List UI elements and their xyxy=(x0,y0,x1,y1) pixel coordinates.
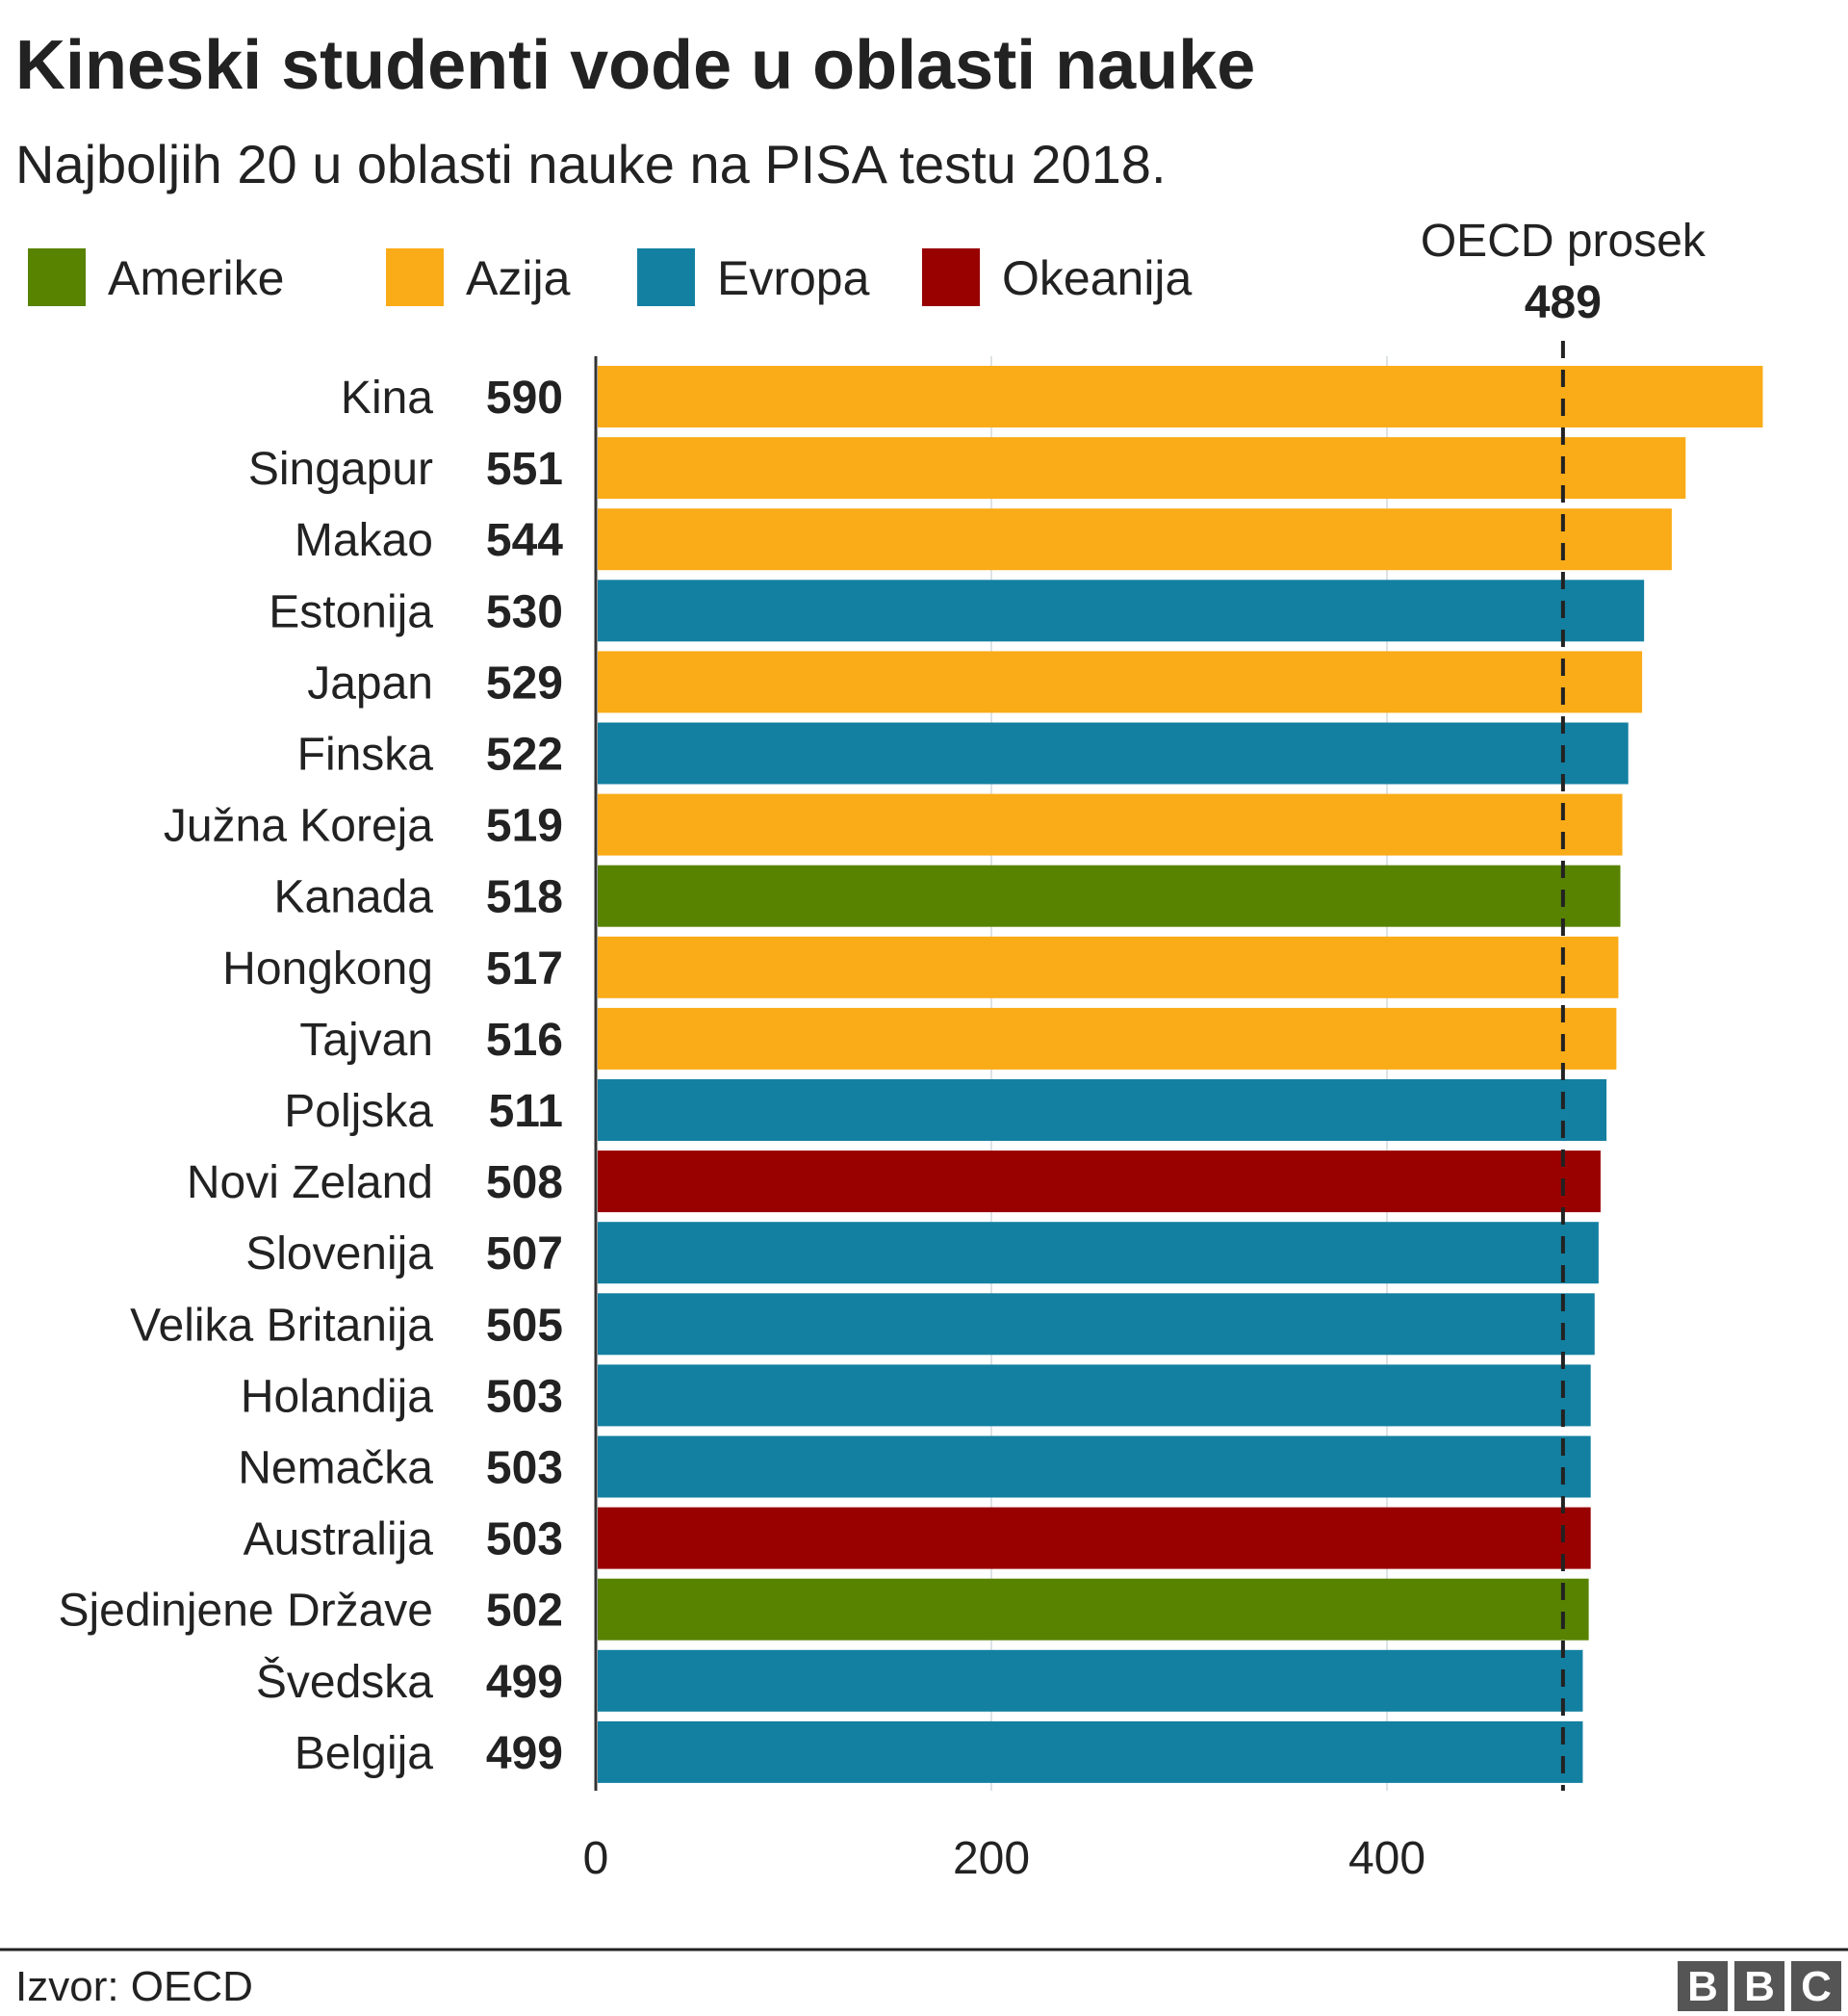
category-label: Singapur xyxy=(248,444,433,495)
chart-subtitle: Najboljih 20 u oblasti nauke na PISA tes… xyxy=(15,134,1167,194)
legend-swatch-amerike xyxy=(28,248,86,306)
value-label: 590 xyxy=(486,373,563,424)
bar xyxy=(598,1150,1601,1213)
category-label: Holandija xyxy=(241,1371,433,1422)
x-tick-label: 400 xyxy=(1348,1833,1425,1884)
category-label: Finska xyxy=(297,730,434,781)
legend-label: Azija xyxy=(466,251,571,305)
category-label: Belgija xyxy=(295,1728,433,1779)
legend: Amerike Azija Evropa Okeanija xyxy=(28,248,1193,306)
value-label: 507 xyxy=(486,1228,563,1279)
logo-letter: C xyxy=(1801,1963,1832,2010)
value-label: 505 xyxy=(486,1300,563,1351)
category-label: Švedska xyxy=(256,1656,433,1708)
category-label: Hongkong xyxy=(222,943,433,995)
bars xyxy=(598,366,1763,1783)
value-label: 519 xyxy=(486,801,563,852)
chart-title: Kineski studenti vode u oblasti nauke xyxy=(15,27,1255,104)
bar xyxy=(598,508,1672,571)
logo-block xyxy=(1734,1961,1784,2011)
bar xyxy=(598,651,1643,713)
legend-label: Amerike xyxy=(108,251,284,305)
value-label: 508 xyxy=(486,1157,563,1208)
category-label: Australija xyxy=(244,1514,434,1565)
value-label: 502 xyxy=(486,1586,563,1637)
value-label: 551 xyxy=(486,444,563,495)
bar xyxy=(598,1720,1583,1783)
category-label: Kanada xyxy=(274,872,434,923)
bar xyxy=(598,580,1645,642)
category-label: Kina xyxy=(341,373,433,424)
bar xyxy=(598,1364,1591,1427)
category-label: Poljska xyxy=(284,1086,433,1137)
category-label: Velika Britanija xyxy=(130,1300,433,1351)
bar xyxy=(598,1079,1607,1141)
bar xyxy=(598,936,1619,998)
value-label: 499 xyxy=(486,1728,563,1779)
value-label: 503 xyxy=(486,1443,563,1494)
category-label: Sjedinjene Države xyxy=(58,1586,433,1637)
bar xyxy=(598,366,1763,427)
category-label: Makao xyxy=(295,515,433,566)
value-label: 499 xyxy=(486,1657,563,1708)
oecd-average-line: OECD prosek 489 xyxy=(1421,216,1707,1791)
bar xyxy=(598,1293,1595,1356)
legend-label: Evropa xyxy=(717,251,870,305)
logo-block xyxy=(1791,1961,1841,2011)
source-note: Izvor: OECD xyxy=(15,1963,253,2010)
value-label: 544 xyxy=(486,515,563,566)
value-label: 517 xyxy=(486,943,563,995)
value-label: 530 xyxy=(486,586,563,637)
value-label: 516 xyxy=(486,1015,563,1066)
value-label: 529 xyxy=(486,658,563,709)
logo-letter: B xyxy=(1744,1963,1775,2010)
legend-swatch-azija xyxy=(386,248,444,306)
logo-letter: B xyxy=(1687,1963,1718,2010)
bar xyxy=(598,437,1686,500)
category-label: Južna Koreja xyxy=(164,801,433,852)
legend-swatch-evropa xyxy=(637,248,695,306)
bar xyxy=(598,1435,1591,1498)
value-label: 503 xyxy=(486,1514,563,1565)
x-tick-label: 0 xyxy=(583,1833,609,1884)
bar xyxy=(598,1222,1599,1284)
value-label: 503 xyxy=(486,1371,563,1422)
bar xyxy=(598,793,1623,856)
value-label: 511 xyxy=(489,1086,563,1137)
bar xyxy=(598,722,1629,785)
bar xyxy=(598,865,1621,927)
category-labels: Kina 590 Singapur 551 Makao 544 Estonija 530 Jap… xyxy=(58,373,563,1779)
category-label: Tajvan xyxy=(299,1015,433,1066)
category-label: Slovenija xyxy=(245,1228,433,1279)
category-label: Japan xyxy=(307,658,433,709)
logo-block xyxy=(1678,1961,1728,2011)
bar xyxy=(598,1649,1583,1712)
category-label: Novi Zeland xyxy=(187,1157,433,1208)
gridlines xyxy=(990,356,1388,1791)
value-label: 522 xyxy=(486,730,563,781)
x-tick-label: 200 xyxy=(953,1833,1030,1884)
category-label: Estonija xyxy=(269,586,433,637)
legend-label: Okeanija xyxy=(1002,251,1193,305)
legend-swatch-okeanija xyxy=(922,248,980,306)
x-axis-ticks: 0 200 400 xyxy=(583,1833,1425,1884)
bar xyxy=(598,1007,1617,1070)
oecd-average-label: OECD prosek xyxy=(1421,216,1707,267)
oecd-average-value: 489 xyxy=(1525,277,1602,328)
category-label: Nemačka xyxy=(238,1443,433,1494)
bar xyxy=(598,1507,1591,1569)
bar xyxy=(598,1578,1589,1641)
value-label: 518 xyxy=(486,872,563,923)
